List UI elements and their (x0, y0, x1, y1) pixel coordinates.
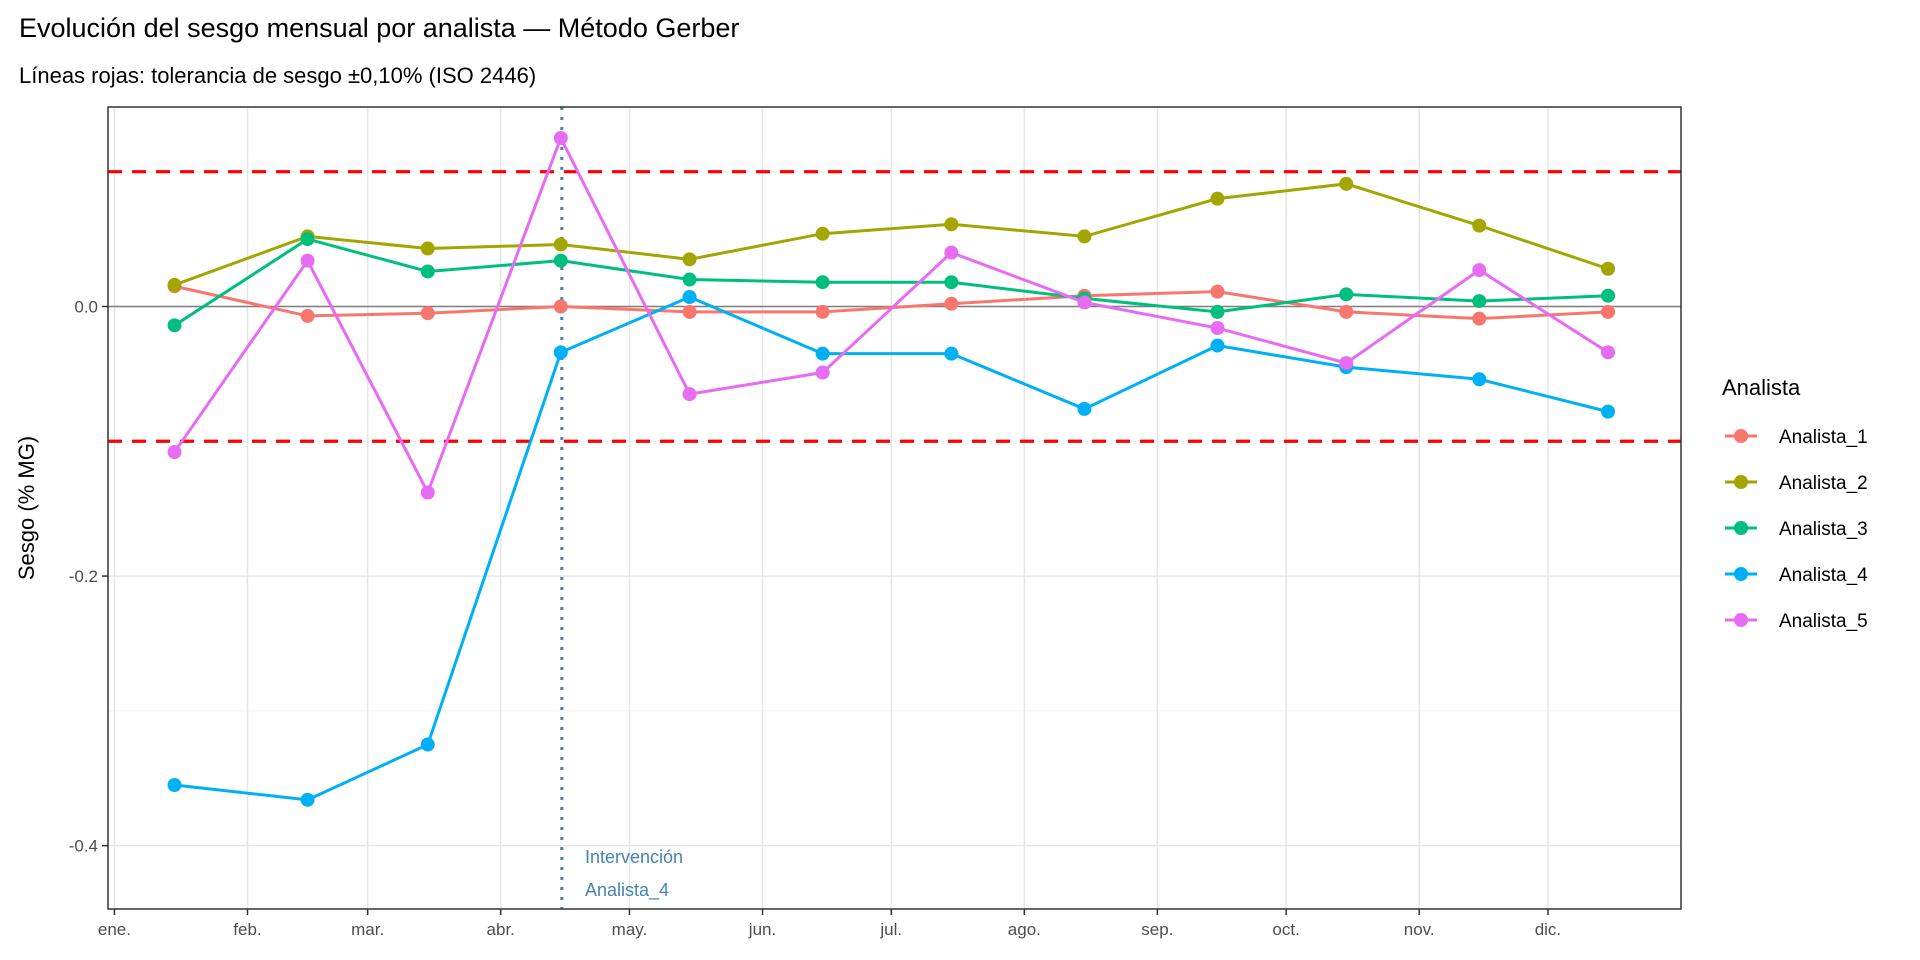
data-point (682, 387, 697, 402)
legend-title: Analista (1722, 375, 1801, 400)
data-point (1472, 311, 1487, 326)
data-point (944, 296, 959, 311)
x-axis: ene. feb. mar. abr. may. jun. jul. ago. sep. oct.… (98, 909, 1561, 939)
legend-key-point (1734, 613, 1748, 627)
x-tick-label: abr. (487, 920, 515, 939)
data-point (1472, 372, 1487, 387)
series-line-analista_1 (174, 284, 1609, 321)
data-point (167, 445, 182, 460)
data-point (1210, 284, 1225, 299)
data-point (1601, 288, 1616, 303)
data-point (420, 485, 435, 500)
plot-panel-border (107, 106, 1682, 910)
data-point (300, 253, 315, 268)
legend-key-point (1734, 567, 1748, 581)
data-point (944, 217, 959, 232)
grid (108, 107, 1681, 909)
x-tick-label: mar. (351, 920, 384, 939)
series-line-analista_4 (174, 295, 1609, 802)
x-tick-label: feb. (233, 920, 261, 939)
data-point (1339, 304, 1354, 319)
data-point (553, 345, 568, 360)
data-point (682, 290, 697, 305)
series-line-analista_5 (173, 134, 1609, 497)
x-tick-label: dic. (1535, 920, 1561, 939)
legend-label: Analista_3 (1779, 519, 1868, 540)
data-point (1077, 401, 1092, 416)
data-point (1210, 304, 1225, 319)
data-point (300, 232, 315, 247)
data-point (815, 304, 830, 319)
data-point (682, 252, 697, 267)
data-point (420, 306, 435, 321)
data-point (1077, 295, 1092, 310)
legend-label: Analista_4 (1779, 565, 1868, 586)
data-point (1210, 191, 1225, 206)
x-tick-label: jul. (879, 920, 902, 939)
data-point (815, 365, 830, 380)
legend-label: Analista_1 (1779, 427, 1868, 448)
data-point (167, 277, 182, 292)
chart-subtitle: Líneas rojas: tolerancia de sesgo ±0,10%… (19, 63, 536, 88)
data-point (1601, 345, 1616, 360)
data-point (167, 777, 182, 792)
series-layer (167, 131, 1616, 807)
legend: Analista_1 Analista_2 Analista_3 Analista_4… (1725, 427, 1868, 632)
data-point (1339, 287, 1354, 302)
y-tick-label: -0.2 (69, 567, 98, 586)
annotation-line1: Intervención (585, 847, 683, 867)
data-point (553, 131, 568, 146)
series-line-analista_3 (173, 237, 1609, 327)
data-point (1210, 321, 1225, 336)
data-point (1472, 263, 1487, 278)
data-point (167, 318, 182, 333)
x-tick-label: oct. (1272, 920, 1299, 939)
data-point (300, 308, 315, 323)
data-point (815, 226, 830, 241)
data-point (944, 275, 959, 290)
y-axis-label: Sesgo (% MG) (14, 436, 39, 580)
series-line-analista_2 (174, 182, 1609, 287)
data-point (1472, 294, 1487, 309)
data-point (1601, 404, 1616, 419)
x-tick-label: sep. (1141, 920, 1173, 939)
data-point (420, 264, 435, 279)
legend-label: Analista_5 (1779, 611, 1868, 632)
data-point (420, 241, 435, 256)
x-tick-label: may. (612, 920, 648, 939)
data-point (1210, 338, 1225, 353)
chart-title: Evolución del sesgo mensual por analista… (19, 13, 739, 43)
data-point (553, 237, 568, 252)
x-tick-label: jun. (748, 920, 776, 939)
data-point (944, 245, 959, 260)
data-point (553, 299, 568, 314)
data-point (1601, 261, 1616, 276)
data-point (1339, 176, 1354, 191)
data-point (300, 792, 315, 807)
data-point (553, 253, 568, 268)
legend-key-point (1734, 475, 1748, 489)
data-point (1472, 218, 1487, 233)
data-point (682, 304, 697, 319)
data-point (1077, 229, 1092, 244)
data-point (815, 275, 830, 290)
y-tick-label: -0.4 (69, 837, 98, 856)
y-tick-label: 0.0 (74, 297, 98, 316)
annotation-line2: Analista_4 (585, 880, 669, 901)
legend-label: Analista_2 (1779, 473, 1868, 494)
data-point (815, 346, 830, 361)
x-tick-label: ago. (1008, 920, 1041, 939)
y-axis: 0.0 -0.2 -0.4 (69, 297, 108, 856)
data-point (1339, 356, 1354, 371)
x-tick-label: ene. (98, 920, 131, 939)
data-point (1601, 304, 1616, 319)
x-tick-label: nov. (1404, 920, 1435, 939)
data-point (682, 272, 697, 287)
data-point (944, 346, 959, 361)
legend-key-point (1734, 429, 1748, 443)
legend-key-point (1734, 521, 1748, 535)
data-point (420, 737, 435, 752)
